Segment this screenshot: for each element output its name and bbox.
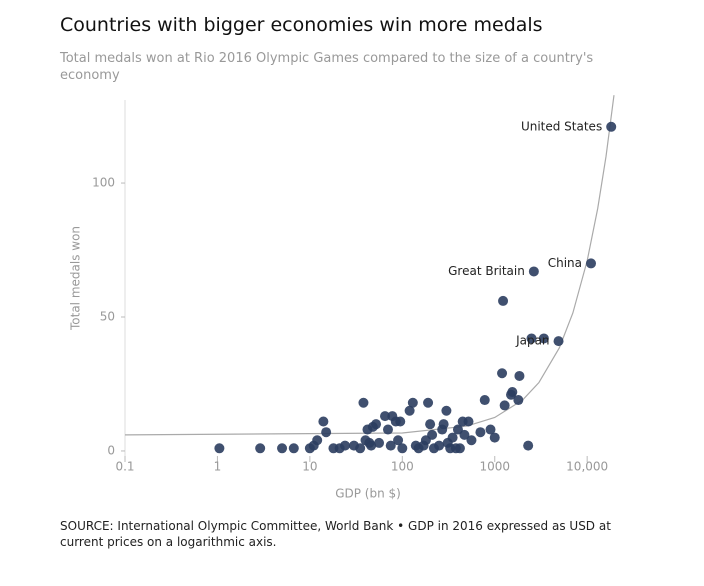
- point: [553, 336, 564, 347]
- point: [441, 405, 452, 416]
- point: [321, 427, 332, 438]
- point-label: Great Britain: [448, 264, 525, 278]
- x-tick-label: 1: [214, 460, 222, 474]
- point: [427, 429, 438, 440]
- point: [425, 419, 436, 430]
- chart-title: Countries with bigger economies win more…: [60, 14, 543, 36]
- point: [395, 416, 406, 427]
- point: [397, 443, 408, 454]
- x-tick-label: 100: [391, 460, 414, 474]
- point-label: United States: [521, 119, 602, 133]
- x-tick-label: 10,000: [566, 460, 608, 474]
- y-tick-label: 0: [107, 443, 115, 457]
- point: [277, 443, 288, 454]
- point: [382, 424, 393, 435]
- point-label: China: [548, 256, 582, 270]
- point: [371, 419, 382, 430]
- trend-line: [125, 95, 615, 436]
- source-note: SOURCE: International Olympic Committee,…: [60, 519, 611, 549]
- point: [475, 427, 486, 438]
- point: [340, 440, 351, 451]
- plot-area: [125, 95, 617, 454]
- point: [586, 258, 597, 269]
- point: [507, 387, 518, 398]
- point: [513, 395, 524, 406]
- point: [318, 416, 329, 427]
- point: [523, 440, 534, 451]
- y-tick-label: 100: [92, 176, 115, 190]
- point: [385, 440, 396, 451]
- point: [454, 443, 465, 454]
- point: [479, 395, 490, 406]
- point: [423, 397, 434, 408]
- point: [366, 440, 377, 451]
- point: [447, 432, 458, 443]
- point: [355, 443, 366, 454]
- point: [528, 266, 539, 277]
- point: [499, 400, 510, 411]
- point: [606, 121, 617, 132]
- point: [485, 424, 496, 435]
- chart-subtitle: Total medals won at Rio 2016 Olympic Gam…: [60, 51, 594, 83]
- x-tick-label: 0.1: [115, 460, 134, 474]
- x-tick-label: 1000: [479, 460, 510, 474]
- point: [466, 435, 477, 446]
- point: [255, 443, 266, 454]
- point: [374, 437, 385, 448]
- point: [380, 411, 391, 422]
- point: [526, 333, 537, 344]
- point: [514, 370, 525, 381]
- point: [498, 295, 509, 306]
- point: [538, 333, 549, 344]
- point: [404, 405, 415, 416]
- point: [358, 397, 369, 408]
- point: [288, 443, 299, 454]
- x-tick-label: 10: [302, 460, 317, 474]
- x-axis-label: GDP (bn $): [335, 487, 401, 501]
- y-tick-label: 50: [100, 310, 115, 324]
- point: [459, 429, 470, 440]
- chart: GDP (bn $) Total medals won 0.1 1 10 100 100…: [69, 95, 617, 501]
- point: [214, 443, 225, 454]
- point: [463, 416, 474, 427]
- point: [489, 432, 500, 443]
- point: [438, 419, 449, 430]
- point: [434, 440, 445, 451]
- y-axis-label: Total medals won: [69, 226, 83, 331]
- point: [312, 435, 323, 446]
- point-label: Japan: [515, 334, 549, 348]
- point: [393, 435, 404, 446]
- point: [497, 368, 508, 379]
- point: [407, 397, 418, 408]
